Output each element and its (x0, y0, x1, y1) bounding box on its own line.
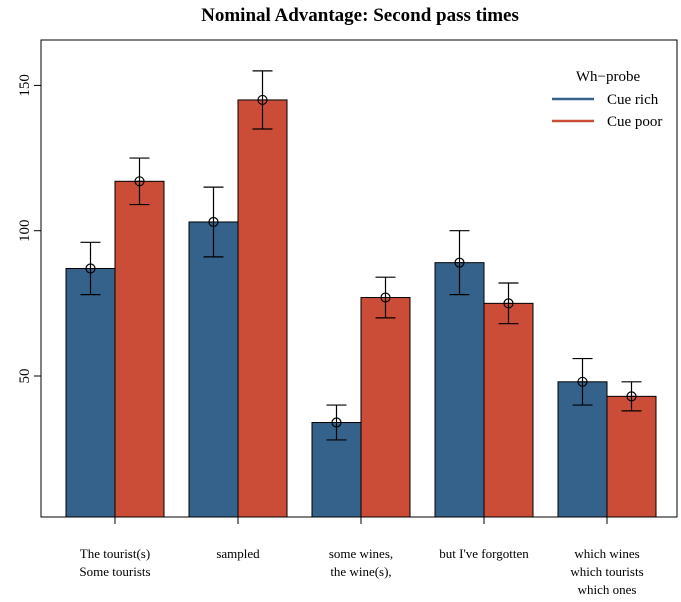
error-bar-cue-rich-2 (326, 404, 347, 441)
bars-layer (65, 99, 657, 518)
bar-cue-poor-3 (483, 302, 534, 518)
category-labels: The tourist(s) Some tourists sampled some w… (79, 517, 644, 597)
bar-cue-rich-0 (65, 267, 116, 518)
y-tick-label-100: 100 (17, 219, 33, 242)
bar-cue-rich-3 (434, 262, 485, 518)
category-label-0-1: Some tourists (79, 564, 150, 579)
legend: Wh−probe Cue rich Cue poor (552, 69, 662, 130)
legend-title: Wh−probe (576, 69, 641, 85)
error-bar-cue-poor-1 (252, 70, 273, 130)
error-bar-cue-poor-2 (375, 276, 396, 319)
chart-title: Nominal Advantage: Second pass times (201, 5, 519, 26)
legend-label-1: Cue poor (607, 114, 662, 130)
error-bar-cue-poor-3 (498, 282, 519, 325)
bar-cue-poor-4 (606, 395, 657, 518)
error-bar-cue-rich-0 (80, 241, 101, 296)
y-tick-label-50: 50 (17, 369, 33, 384)
legend-label-0: Cue rich (607, 92, 659, 108)
category-label-2-1: the wine(s), (330, 564, 391, 579)
plot-frame (40, 39, 678, 518)
category-label-2-0: some wines, (329, 546, 393, 561)
error-bar-cue-rich-3 (449, 230, 470, 296)
bar-cue-poor-0 (114, 180, 165, 518)
bar-cue-poor-2 (360, 297, 411, 518)
error-bar-cue-poor-0 (129, 157, 150, 206)
category-label-4-1: which tourists (570, 564, 643, 579)
category-label-0-0: The tourist(s) (80, 546, 150, 561)
y-axis: 50 100 150 (17, 74, 41, 384)
error-bar-cue-poor-4 (621, 381, 642, 412)
category-label-4-2: which ones (578, 582, 637, 597)
category-label-4-0: which wines (574, 546, 639, 561)
bar-cue-rich-1 (188, 221, 239, 518)
category-label-1-0: sampled (216, 546, 260, 561)
error-bars-layer (80, 70, 642, 441)
category-label-3-0: but I've forgotten (439, 546, 529, 561)
y-tick-label-150: 150 (17, 74, 33, 97)
error-bar-cue-rich-4 (572, 357, 593, 406)
error-bar-cue-rich-1 (203, 186, 224, 258)
bar-cue-poor-1 (237, 99, 288, 518)
